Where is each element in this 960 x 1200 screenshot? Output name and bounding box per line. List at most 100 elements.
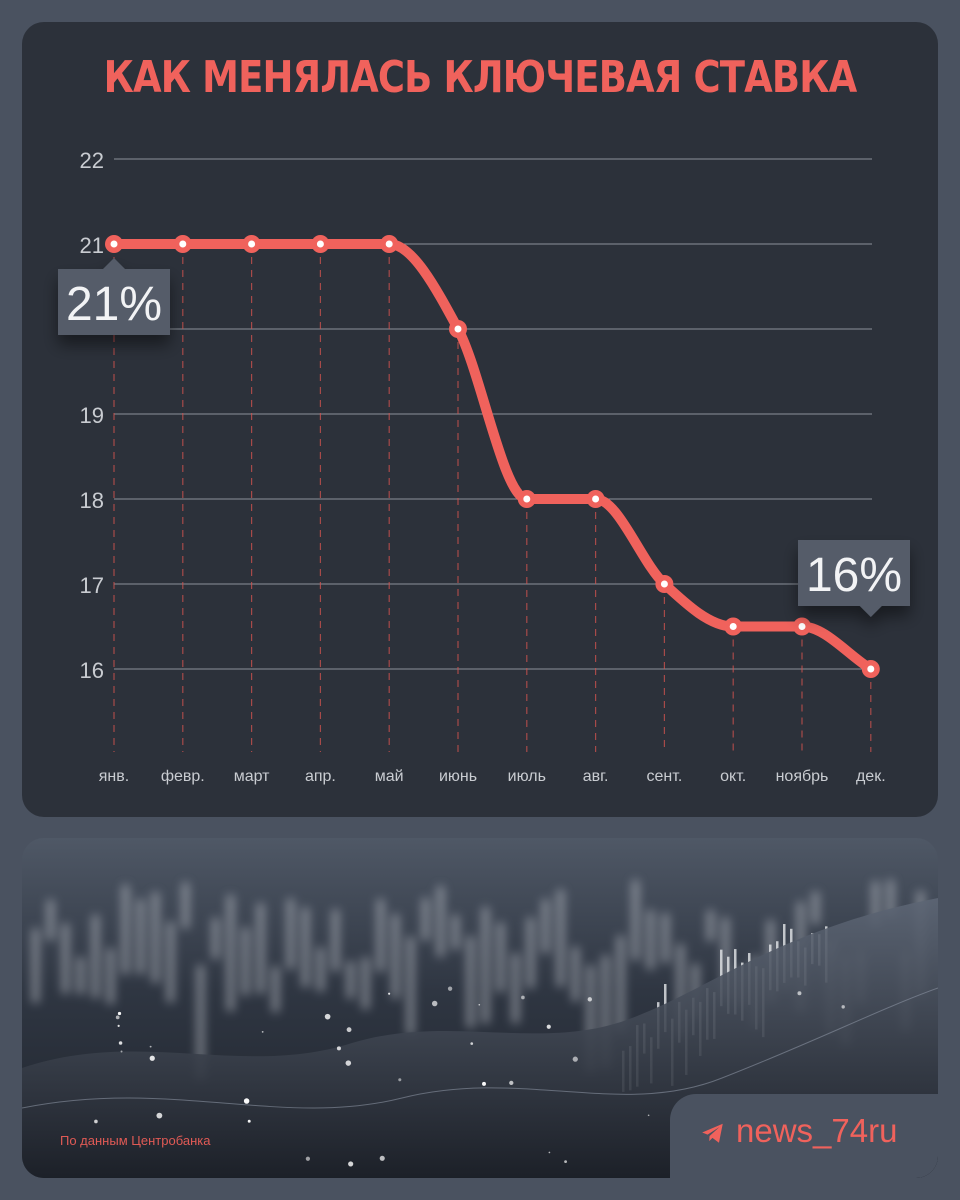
- y-tick-label: 22: [80, 148, 104, 173]
- particle: [243, 1098, 250, 1104]
- x-tick-label: июль: [508, 768, 546, 785]
- callout-label: 21%: [66, 278, 162, 331]
- particle: [94, 1119, 98, 1124]
- chart-card: [22, 22, 938, 817]
- candle-bar: [287, 898, 294, 970]
- x-tick-label: сент.: [647, 768, 683, 785]
- series-line: [109, 238, 876, 674]
- candle-bar: [77, 957, 84, 995]
- candle-bar: [227, 895, 234, 1012]
- candle-bar: [122, 884, 129, 975]
- particle: [117, 1024, 120, 1027]
- candle-bar: [542, 899, 549, 954]
- particle: [509, 1080, 514, 1086]
- particle: [841, 1005, 845, 1009]
- data-point-center: [523, 495, 531, 503]
- particle: [388, 992, 391, 995]
- candle-bar: [182, 882, 189, 929]
- particle: [247, 1119, 251, 1123]
- x-tick-label: апр.: [305, 768, 336, 785]
- particle: [115, 1015, 120, 1020]
- candle-bar: [617, 935, 624, 1033]
- candle-bar: [92, 914, 99, 999]
- data-point-center: [798, 623, 806, 630]
- callout-label: 16%: [806, 549, 902, 602]
- candle-bar: [872, 881, 879, 927]
- line-chart: 16 17 18 19 21 22 янв. февр. март апр. май июнь июль…: [58, 148, 910, 785]
- candle-bar: [62, 923, 69, 994]
- particle: [118, 1041, 123, 1045]
- candle-bar: [167, 921, 174, 1003]
- y-tick-label: 19: [80, 403, 104, 428]
- particle: [149, 1055, 155, 1061]
- candle-bar: [662, 913, 669, 963]
- particle: [470, 1042, 474, 1045]
- y-tick-label: 17: [80, 573, 104, 598]
- callout-box: [58, 258, 170, 335]
- data-point-center: [660, 580, 668, 588]
- particle: [647, 1114, 650, 1117]
- candle-bar: [632, 880, 639, 961]
- candle-bar: [722, 917, 729, 1001]
- x-tick-label: март: [234, 768, 270, 785]
- particle: [478, 1003, 481, 1006]
- candle-bar: [257, 903, 264, 994]
- candle-bar: [812, 891, 819, 925]
- candle-bar: [32, 928, 39, 1003]
- candle-bar: [497, 922, 504, 993]
- x-tick-label: янв.: [99, 768, 129, 785]
- candle-bar: [527, 917, 534, 989]
- x-tick-label: окт.: [720, 768, 746, 785]
- data-point-center: [110, 240, 118, 248]
- candle-bar: [332, 909, 339, 972]
- brand-box[interactable]: news_74ru: [670, 1094, 938, 1178]
- y-tick-label: 16: [80, 658, 104, 683]
- candle-bar: [137, 899, 144, 975]
- particle: [482, 1081, 486, 1086]
- data-point-center: [592, 495, 600, 503]
- wave-line: [22, 987, 938, 1109]
- candle-bar: [707, 910, 714, 942]
- particle: [345, 1060, 352, 1066]
- particle: [587, 997, 592, 1002]
- candle-bar: [422, 898, 429, 941]
- x-tick-label: июнь: [439, 768, 477, 785]
- candle-bar: [572, 946, 579, 1002]
- candle-bar: [347, 961, 354, 999]
- particle: [348, 1161, 354, 1167]
- candle-bar: [377, 899, 384, 972]
- chart-title: КАК МЕНЯЛАСЬ КЛЮЧЕВАЯ СТАВКА: [103, 52, 858, 103]
- candle-bar: [212, 917, 219, 959]
- x-tick-label: февр.: [161, 768, 205, 785]
- data-point-center: [179, 240, 187, 248]
- particle: [546, 1024, 551, 1029]
- candle-bar: [482, 907, 489, 1024]
- y-tick-label: 18: [80, 488, 104, 513]
- particle: [572, 1056, 578, 1062]
- particle: [797, 991, 802, 996]
- candle-bar: [647, 910, 654, 970]
- particle: [156, 1112, 163, 1119]
- data-point-center: [385, 240, 393, 248]
- candle-bar: [587, 965, 594, 1073]
- x-tick-label: май: [375, 768, 404, 785]
- candle-bar: [47, 899, 54, 941]
- candle-bar: [557, 889, 564, 987]
- background-image-card: По данным Центробанка news_74ru: [22, 838, 938, 1178]
- candle-bar: [602, 955, 609, 1069]
- data-point-center: [454, 325, 462, 333]
- candle-bar: [887, 879, 894, 918]
- candle-bar: [392, 914, 399, 999]
- particle: [305, 1156, 311, 1161]
- candle-bar: [452, 915, 459, 950]
- candle-bar: [512, 953, 519, 1023]
- x-tick-label: дек.: [856, 768, 886, 785]
- particle: [149, 1045, 152, 1048]
- particle: [548, 1151, 551, 1154]
- candle-bar: [302, 907, 309, 987]
- particle: [398, 1078, 402, 1082]
- data-point-center: [248, 240, 256, 248]
- data-point-center: [729, 623, 737, 630]
- candle-bar: [197, 965, 204, 1080]
- candle-bar: [107, 948, 114, 1004]
